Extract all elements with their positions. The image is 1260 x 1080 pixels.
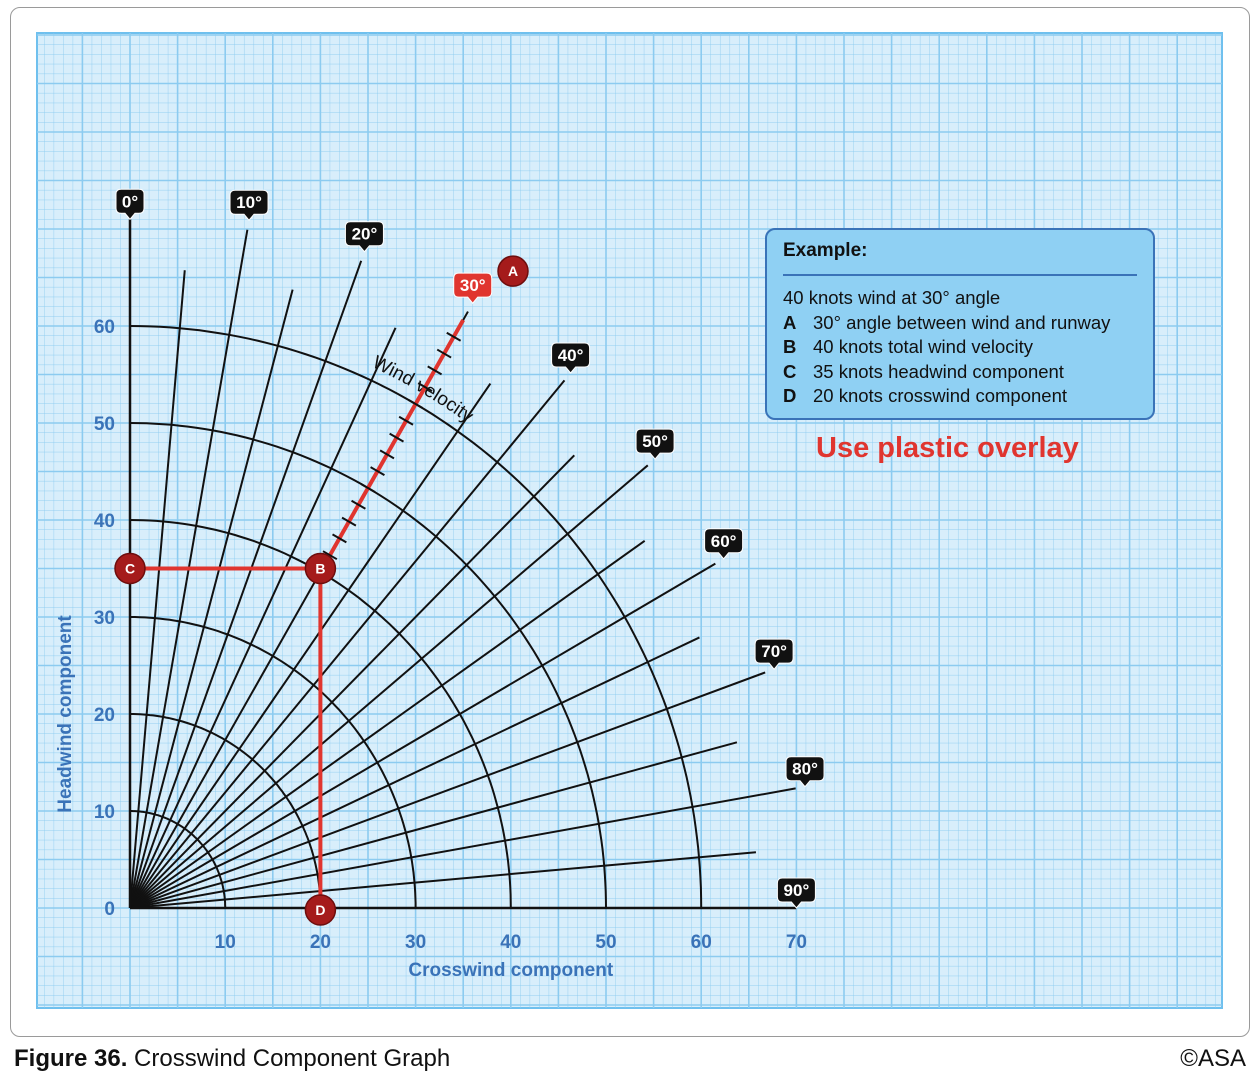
badge-label: 80°: [792, 760, 818, 779]
marker-label: A: [508, 263, 518, 279]
example-box: Example: 40 knots wind at 30° angle A 30°…: [765, 228, 1155, 420]
badge-label: 10°: [236, 193, 262, 212]
badge-label: 90°: [784, 881, 810, 900]
x-tick-label: 20: [310, 932, 331, 953]
marker-C: C: [114, 552, 146, 585]
marker-circle: [304, 894, 337, 926]
angle-line-75: [129, 741, 738, 909]
velocity-tick: [360, 483, 376, 493]
marker-circle: [114, 552, 146, 585]
angle-badge-70: 70°: [754, 638, 794, 670]
angle-line-5: [129, 270, 186, 909]
y-axis-label: Headwind component: [55, 615, 76, 813]
badge-label: 0°: [122, 192, 138, 211]
angle-line-60: [129, 562, 716, 909]
marker-label: D: [315, 902, 325, 918]
badge-label: 50°: [642, 432, 668, 451]
velocity-tick: [341, 516, 357, 527]
x-tick-label: 70: [786, 932, 807, 953]
angle-line-20: [129, 260, 363, 909]
marker-D: D: [304, 894, 337, 926]
x-tick-label: 10: [215, 932, 236, 953]
x-tick-label: 40: [500, 932, 521, 953]
angle-line-55: [129, 539, 646, 909]
angle-line-40: [129, 379, 566, 909]
angle-line-85: [129, 851, 757, 909]
example-intro: 40 knots wind at 30° angle: [783, 287, 1001, 308]
angle-badge-40: 40°: [551, 342, 591, 374]
figure-caption: Figure 36. Crosswind Component Graph: [14, 1045, 451, 1072]
angle-badge-0: 0°: [115, 188, 145, 221]
angle-line-80: [129, 787, 796, 909]
marker-label: B: [315, 561, 325, 577]
badge-shape: [229, 189, 269, 221]
angle-badge-50: 50°: [635, 428, 675, 460]
y-tick-label: 60: [94, 317, 115, 338]
velocity-tick: [370, 466, 385, 477]
y-tick-label: 10: [94, 802, 115, 823]
badge-label: 60°: [711, 532, 737, 551]
marker-circle: [497, 255, 529, 287]
angle-line-25: [129, 327, 397, 909]
copyright: ©ASA: [1180, 1045, 1246, 1072]
y-tick-label: 30: [94, 608, 115, 629]
y-tick-label: 0: [104, 899, 115, 920]
velocity-tick: [446, 331, 462, 342]
angle-badge-10: 10°: [229, 189, 269, 221]
x-axis-label: Crosswind component: [408, 960, 613, 981]
badge-shape: [635, 428, 675, 460]
angle-line-35: [129, 383, 492, 909]
y-tick-label: 50: [94, 414, 115, 435]
badge-label: 70°: [761, 642, 787, 661]
example-title: Example:: [783, 240, 1137, 276]
x-tick-label: 50: [595, 932, 616, 953]
angle-badge-90: 90°: [776, 877, 816, 909]
marker-A: A: [497, 255, 529, 287]
angle-badge-80: 80°: [785, 756, 825, 788]
badge-shape: [785, 756, 825, 788]
angle-badge-30: 30°: [453, 272, 493, 304]
marker-label: C: [125, 561, 135, 577]
badge-shape: [754, 638, 794, 670]
velocity-tick: [398, 415, 414, 426]
badge-label: 30°: [460, 276, 486, 295]
example-item-a: A 30° angle between wind and runway: [783, 311, 1111, 333]
badge-shape: [453, 272, 493, 304]
x-tick-label: 60: [691, 932, 712, 953]
angle-line-70: [129, 671, 766, 909]
velocity-tick: [427, 365, 443, 376]
badge-label: 20°: [352, 225, 378, 244]
velocity-tick: [389, 432, 404, 443]
badge-shape: [551, 342, 591, 374]
velocity-tick: [408, 399, 424, 409]
angle-line-15: [129, 289, 294, 909]
marker-circle: [304, 552, 337, 585]
badge-shape: [115, 188, 145, 221]
velocity-tick: [417, 382, 433, 393]
velocity-tick: [379, 449, 395, 460]
velocity-tick: [351, 499, 366, 510]
badge-label: 40°: [558, 346, 584, 365]
example-item-c: C 35 knots headwind component: [783, 360, 1064, 382]
example-item-d: D 20 knots crosswind component: [783, 385, 1067, 406]
marker-B: B: [304, 552, 337, 585]
y-tick-label: 20: [94, 705, 115, 726]
angle-line-65: [129, 636, 700, 909]
angle-line-50: [129, 464, 649, 909]
velocity-tick: [322, 550, 338, 561]
badge-shape: [344, 221, 384, 253]
x-tick-label: 30: [405, 932, 426, 953]
velocity-tick: [332, 533, 347, 544]
overlay-note: Use plastic overlay: [816, 432, 1079, 464]
badge-shape: [704, 528, 744, 560]
example-item-b: B 40 knots total wind velocity: [783, 336, 1034, 357]
angle-badge-20: 20°: [344, 221, 384, 253]
y-tick-label: 40: [94, 511, 115, 532]
badge-shape: [776, 877, 816, 909]
velocity-tick: [436, 348, 452, 359]
example-angle-line: [318, 318, 465, 573]
angle-line-45: [129, 454, 576, 909]
angle-badge-60: 60°: [704, 528, 744, 560]
